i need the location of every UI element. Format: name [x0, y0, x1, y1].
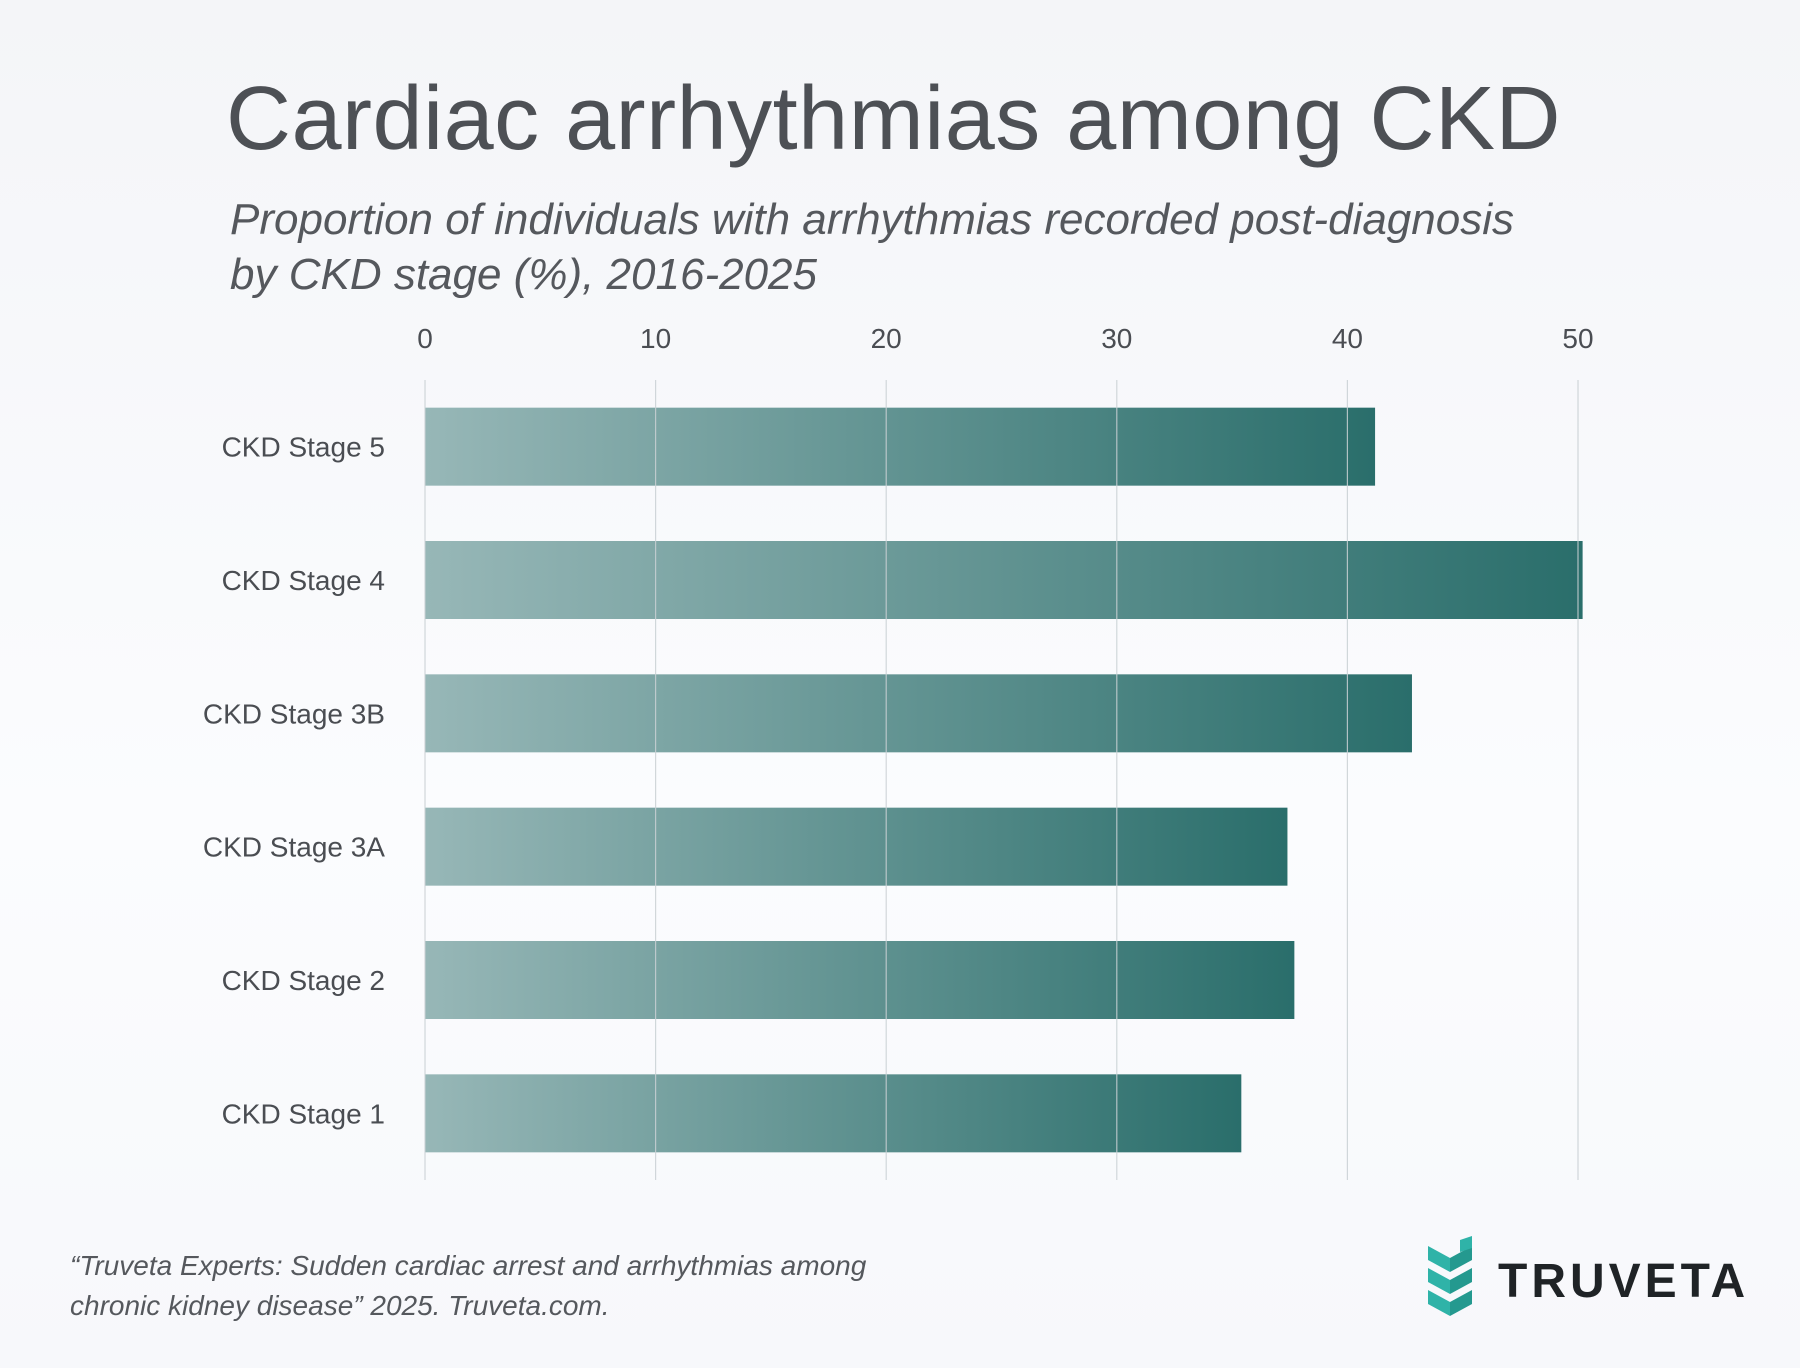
source-citation: “Truveta Experts: Sudden cardiac arrest …: [70, 1246, 866, 1326]
truveta-logo: TRUVETA: [1420, 1236, 1749, 1326]
bar-ckd-stage-5: [425, 407, 1376, 486]
category-label: CKD Stage 1: [222, 1098, 385, 1129]
x-tick-label: 30: [1101, 323, 1132, 354]
page-title: Cardiac arrhythmias among CKD: [226, 69, 1561, 169]
x-tick-label: 20: [871, 323, 902, 354]
subtitle-line-2: by CKD stage (%), 2016-2025: [230, 250, 817, 299]
category-label: CKD Stage 3A: [203, 832, 385, 863]
bar-ckd-stage-1: [425, 1074, 1242, 1153]
bar-ckd-stage-3b: [425, 674, 1412, 753]
source-line-2: chronic kidney disease” 2025. Truveta.co…: [70, 1290, 610, 1321]
source-line-1: “Truveta Experts: Sudden cardiac arrest …: [70, 1250, 867, 1281]
x-tick-label: 50: [1562, 323, 1593, 354]
category-label: CKD Stage 5: [222, 432, 385, 463]
category-label: CKD Stage 3B: [203, 698, 385, 729]
chart-subtitle: Proportion of individuals with arrhythmi…: [230, 192, 1630, 302]
x-tick-label: 0: [417, 323, 433, 354]
x-tick-label: 10: [640, 323, 671, 354]
bar-ckd-stage-2: [425, 941, 1295, 1019]
subtitle-line-1: Proportion of individuals with arrhythmi…: [230, 195, 1514, 244]
category-label: CKD Stage 2: [222, 965, 385, 996]
truveta-wordmark: TRUVETA: [1498, 1254, 1750, 1308]
bar-ckd-stage-3a: [425, 807, 1288, 886]
bar-ckd-stage-4: [425, 541, 1583, 619]
x-tick-label: 40: [1332, 323, 1363, 354]
category-label: CKD Stage 4: [222, 565, 385, 596]
truveta-leaf-icon: [1428, 1236, 1472, 1316]
